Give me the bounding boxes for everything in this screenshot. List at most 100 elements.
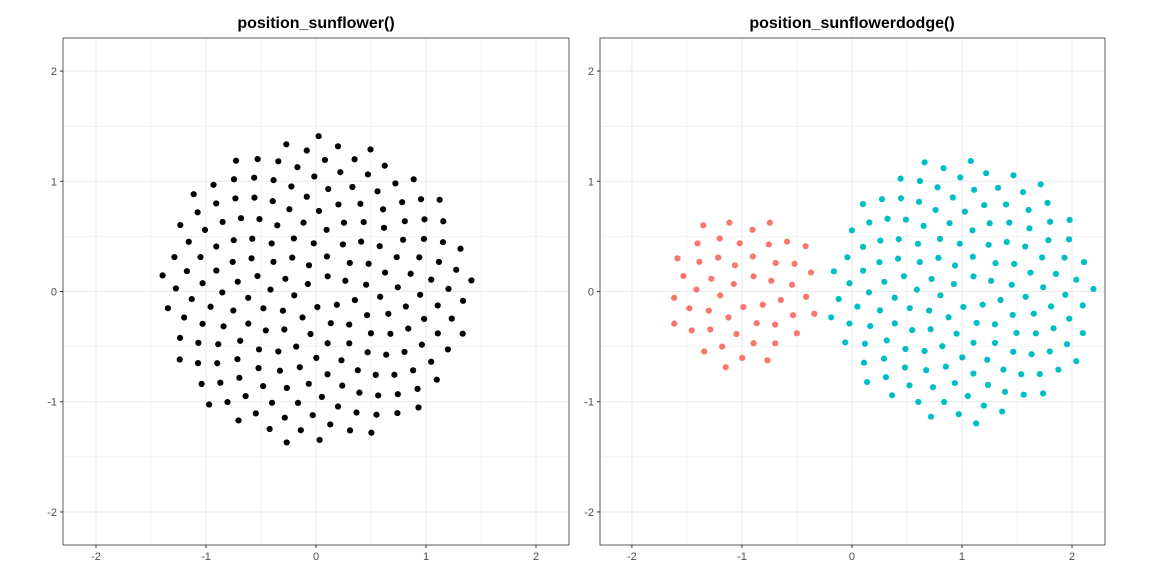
data-point — [902, 216, 909, 223]
data-point — [199, 280, 206, 287]
data-point — [941, 398, 948, 406]
data-point — [383, 351, 390, 358]
data-point — [428, 358, 435, 365]
data-point — [811, 310, 818, 317]
data-point — [468, 277, 475, 284]
data-point — [928, 275, 935, 283]
data-point — [251, 194, 258, 201]
data-point — [693, 286, 700, 293]
data-point — [325, 185, 332, 193]
data-point — [750, 340, 757, 347]
data-point — [722, 364, 729, 371]
data-point — [334, 143, 342, 150]
data-point — [916, 258, 923, 266]
data-point — [440, 218, 447, 225]
data-point — [415, 404, 422, 411]
data-point — [881, 278, 888, 285]
data-point — [772, 259, 779, 267]
data-point — [889, 392, 896, 399]
data-point — [876, 307, 884, 314]
data-point — [696, 258, 703, 265]
data-point — [803, 293, 810, 300]
data-point — [921, 347, 928, 355]
data-point — [198, 380, 205, 388]
data-point — [245, 294, 252, 301]
data-point — [444, 346, 451, 353]
data-point — [188, 295, 195, 303]
data-point — [368, 429, 375, 436]
data-point — [335, 201, 342, 208]
data-point — [251, 174, 258, 181]
data-point — [394, 391, 401, 398]
data-point — [387, 330, 394, 337]
data-point — [828, 314, 835, 321]
data-point — [194, 209, 201, 216]
data-point — [310, 240, 317, 247]
data-point — [1066, 216, 1073, 224]
data-point — [315, 207, 323, 215]
data-point — [969, 253, 976, 260]
x-tick-label: -1 — [201, 551, 211, 563]
panel-title: position_sunflower() — [237, 15, 394, 32]
data-point — [913, 286, 920, 293]
data-point — [358, 238, 365, 245]
data-point — [283, 439, 290, 446]
data-point — [323, 226, 330, 233]
data-point — [749, 253, 756, 260]
data-point — [1027, 269, 1034, 276]
data-point — [927, 326, 934, 333]
data-point — [279, 307, 286, 314]
data-point — [229, 258, 236, 266]
data-point — [768, 277, 775, 284]
data-point — [1022, 293, 1029, 300]
data-point — [346, 340, 353, 347]
x-tick-label: 0 — [313, 551, 319, 563]
data-point — [290, 235, 297, 242]
data-point — [434, 302, 441, 309]
data-point — [416, 254, 423, 261]
data-point — [276, 367, 284, 374]
data-point — [288, 183, 295, 190]
data-point — [360, 218, 367, 226]
data-point — [354, 367, 361, 374]
data-point — [979, 301, 986, 308]
data-point — [305, 262, 313, 269]
data-point — [859, 267, 867, 274]
data-point — [213, 200, 220, 207]
data-point — [807, 269, 815, 276]
data-point — [777, 296, 784, 304]
data-point — [783, 238, 791, 245]
y-tick-label: 1 — [51, 176, 57, 188]
data-point — [262, 327, 269, 334]
data-point — [289, 254, 296, 261]
data-point — [950, 280, 957, 288]
data-point — [190, 191, 197, 198]
data-point — [842, 339, 849, 346]
data-point — [957, 174, 964, 181]
data-point — [207, 303, 214, 310]
data-point — [1032, 330, 1039, 337]
data-point — [793, 330, 800, 337]
data-point — [973, 319, 980, 327]
data-point — [214, 360, 221, 367]
data-point — [1063, 341, 1071, 348]
data-point — [367, 146, 374, 153]
data-point — [859, 201, 867, 208]
data-point — [846, 320, 853, 327]
grid — [600, 38, 1105, 545]
data-point — [171, 253, 178, 261]
data-point — [884, 215, 891, 222]
data-point — [935, 254, 942, 261]
data-point — [830, 268, 837, 275]
data-point — [195, 339, 202, 346]
data-point — [213, 243, 220, 250]
data-point — [951, 262, 959, 269]
data-point — [402, 303, 409, 310]
data-point — [789, 312, 797, 319]
data-point — [333, 301, 340, 308]
data-point — [759, 301, 766, 308]
data-point — [835, 295, 842, 303]
data-point — [929, 384, 937, 391]
data-point — [286, 206, 293, 213]
data-point — [282, 275, 289, 282]
